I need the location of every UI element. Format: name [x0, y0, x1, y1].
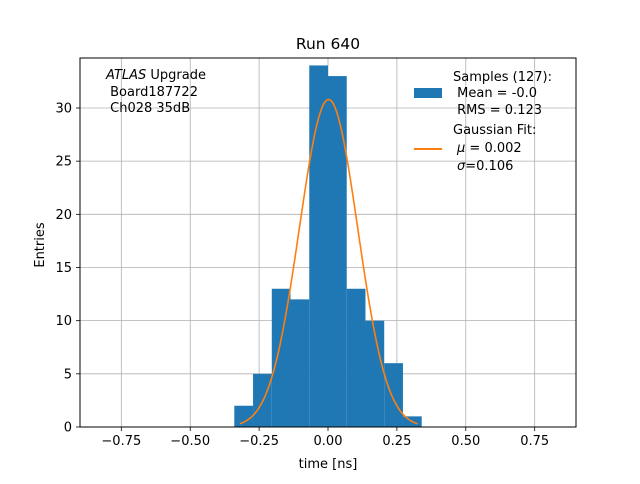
y-tick-label: 10	[55, 314, 72, 329]
atlas-annotation: ATLAS Upgrade Board187722 Ch028 35dB	[105, 68, 206, 116]
y-tick-label: 15	[55, 261, 72, 276]
svg-text:ATLAS Upgrade: ATLAS Upgrade	[105, 68, 206, 83]
y-tick-label: 20	[55, 208, 72, 223]
x-tick-label: −0.75	[101, 434, 141, 449]
x-tick-label: −0.50	[170, 434, 210, 449]
y-tick-label: 0	[64, 421, 72, 436]
histogram-bar	[384, 363, 403, 427]
axis-ticks: −0.75 −0.50 −0.25 0.00 0.25 0.50 0.75 0 5 10 15 20 2…	[55, 101, 549, 449]
annotation-line1-rest: Upgrade	[146, 68, 206, 83]
x-tick-label: 0.75	[520, 434, 549, 449]
histogram-bar	[234, 405, 254, 427]
legend-samples-rms: RMS = 0.123	[453, 103, 542, 118]
x-axis-label: time [ns]	[299, 457, 358, 472]
histogram-bar	[271, 288, 291, 427]
x-tick-label: 0.25	[382, 434, 411, 449]
legend-samples-mean: Mean = -0.0	[453, 86, 537, 101]
histogram-bar	[346, 288, 366, 427]
chart-title: Run 640	[296, 35, 360, 53]
x-tick-label: 0.50	[451, 434, 480, 449]
legend-fit-mu-symbol: μ	[456, 141, 465, 156]
svg-text:σ=0.106: σ=0.106	[457, 159, 513, 174]
gaussian-fit	[239, 98, 418, 425]
legend-fit-sigma-value: =0.106	[465, 159, 513, 174]
annotation-board: Board187722	[106, 85, 198, 100]
legend-samples-title: Samples (127):	[453, 70, 552, 85]
histogram-bar	[328, 76, 347, 427]
svg-text:μ = 0.002: μ = 0.002	[456, 141, 522, 156]
y-tick-label: 30	[55, 101, 72, 116]
histogram-bar	[309, 65, 328, 428]
gaussian-fit-curve	[239, 98, 418, 425]
x-tick-label: 0.00	[314, 434, 343, 449]
annotation-channel: Ch028 35dB	[106, 101, 190, 116]
y-axis-label: Entries	[33, 222, 48, 268]
histogram-bar	[365, 320, 385, 427]
legend-fit-sigma-symbol: σ	[457, 159, 466, 174]
y-tick-label: 5	[64, 367, 72, 382]
histogram-bar	[290, 299, 310, 427]
atlas-label: ATLAS	[105, 68, 146, 83]
x-tick-label: −0.25	[239, 434, 279, 449]
legend-samples-swatch	[414, 88, 442, 98]
y-tick-label: 25	[55, 155, 72, 170]
legend-fit-title: Gaussian Fit:	[453, 123, 536, 138]
histogram-bars	[234, 65, 422, 428]
legend-fit-mu-value: = 0.002	[465, 141, 521, 156]
legend: Samples (127): Mean = -0.0 RMS = 0.123 G…	[414, 70, 552, 174]
